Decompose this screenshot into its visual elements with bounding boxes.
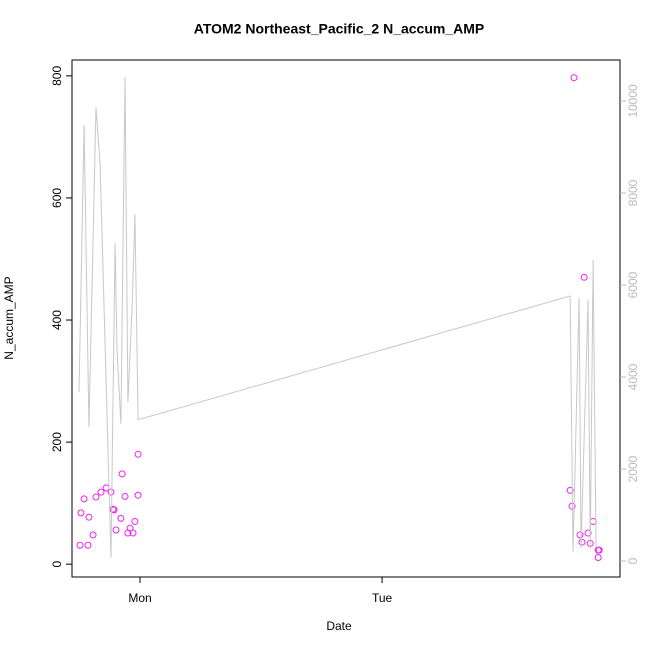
point [566,486,574,494]
point [76,541,84,549]
point [80,495,88,503]
y-tick-label: 0 [50,561,64,568]
point [112,526,120,534]
y-axis-label: N_accum_AMP [2,276,16,359]
point [134,491,142,499]
point [576,531,584,539]
y2-tick-label: 8000 [626,179,640,206]
point [89,531,97,539]
y2-tick-label: 6000 [626,271,640,298]
point [594,553,602,561]
point [118,470,126,478]
point [85,513,93,521]
y-tick-label: 200 [50,432,64,452]
y2-tick-label: 10000 [626,84,640,118]
point [584,529,592,537]
point [595,546,603,554]
point [129,529,137,537]
plot-box [71,59,621,578]
point [92,493,100,501]
point [134,450,142,458]
point [570,74,578,82]
y-tick-label: 800 [50,66,64,86]
y2-tick-label: 4000 [626,363,640,390]
y-tick-label: 600 [50,188,64,208]
x-tick-label: Mon [128,591,151,605]
point [131,517,139,525]
point [97,488,105,496]
y-tick-label: 400 [50,310,64,330]
point [121,492,129,500]
line [78,77,597,558]
x-tick-label: Tue [372,591,393,605]
point [84,541,92,549]
point [117,514,125,522]
point [578,538,586,546]
chart-title: ATOM2 Northeast_Pacific_2 N_accum_AMP [194,21,484,37]
point [580,273,588,281]
y2-tick-label: 2000 [626,455,640,482]
point [77,509,85,517]
point [107,488,115,496]
y2-tick-label: 0 [626,557,640,564]
x-axis-label: Date [326,619,352,633]
